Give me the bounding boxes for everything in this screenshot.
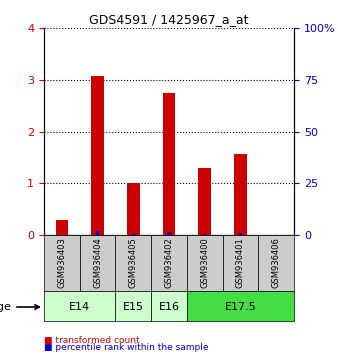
FancyBboxPatch shape <box>151 291 187 320</box>
Text: GSM936403: GSM936403 <box>57 238 66 289</box>
FancyBboxPatch shape <box>151 235 187 291</box>
FancyBboxPatch shape <box>187 235 223 291</box>
Bar <box>234 154 247 235</box>
Text: E17.5: E17.5 <box>224 302 256 312</box>
FancyBboxPatch shape <box>187 291 294 320</box>
Text: E15: E15 <box>123 302 144 312</box>
Bar <box>203 234 206 235</box>
FancyBboxPatch shape <box>80 235 115 291</box>
Text: GSM936405: GSM936405 <box>129 238 138 289</box>
Bar <box>127 183 140 235</box>
Text: age: age <box>0 302 39 312</box>
Text: ■ transformed count: ■ transformed count <box>44 336 140 345</box>
Text: GSM936404: GSM936404 <box>93 238 102 289</box>
Text: ■ percentile rank within the sample: ■ percentile rank within the sample <box>44 343 209 352</box>
Text: GSM936402: GSM936402 <box>165 238 173 289</box>
FancyBboxPatch shape <box>115 235 151 291</box>
Bar <box>198 168 211 235</box>
Text: GSM936401: GSM936401 <box>236 238 245 289</box>
Bar <box>239 234 242 235</box>
Text: GSM936400: GSM936400 <box>200 238 209 289</box>
Bar <box>132 234 135 235</box>
Bar <box>91 76 104 235</box>
Text: GSM936406: GSM936406 <box>272 238 281 289</box>
Bar <box>163 93 175 235</box>
Title: GDS4591 / 1425967_a_at: GDS4591 / 1425967_a_at <box>89 13 249 26</box>
FancyBboxPatch shape <box>115 291 151 320</box>
Text: E14: E14 <box>69 302 90 312</box>
Bar <box>96 231 99 235</box>
FancyBboxPatch shape <box>258 235 294 291</box>
Bar <box>167 232 171 235</box>
FancyBboxPatch shape <box>44 235 80 291</box>
FancyBboxPatch shape <box>223 235 258 291</box>
FancyBboxPatch shape <box>44 291 115 320</box>
Bar <box>55 221 68 235</box>
Text: E16: E16 <box>159 302 179 312</box>
